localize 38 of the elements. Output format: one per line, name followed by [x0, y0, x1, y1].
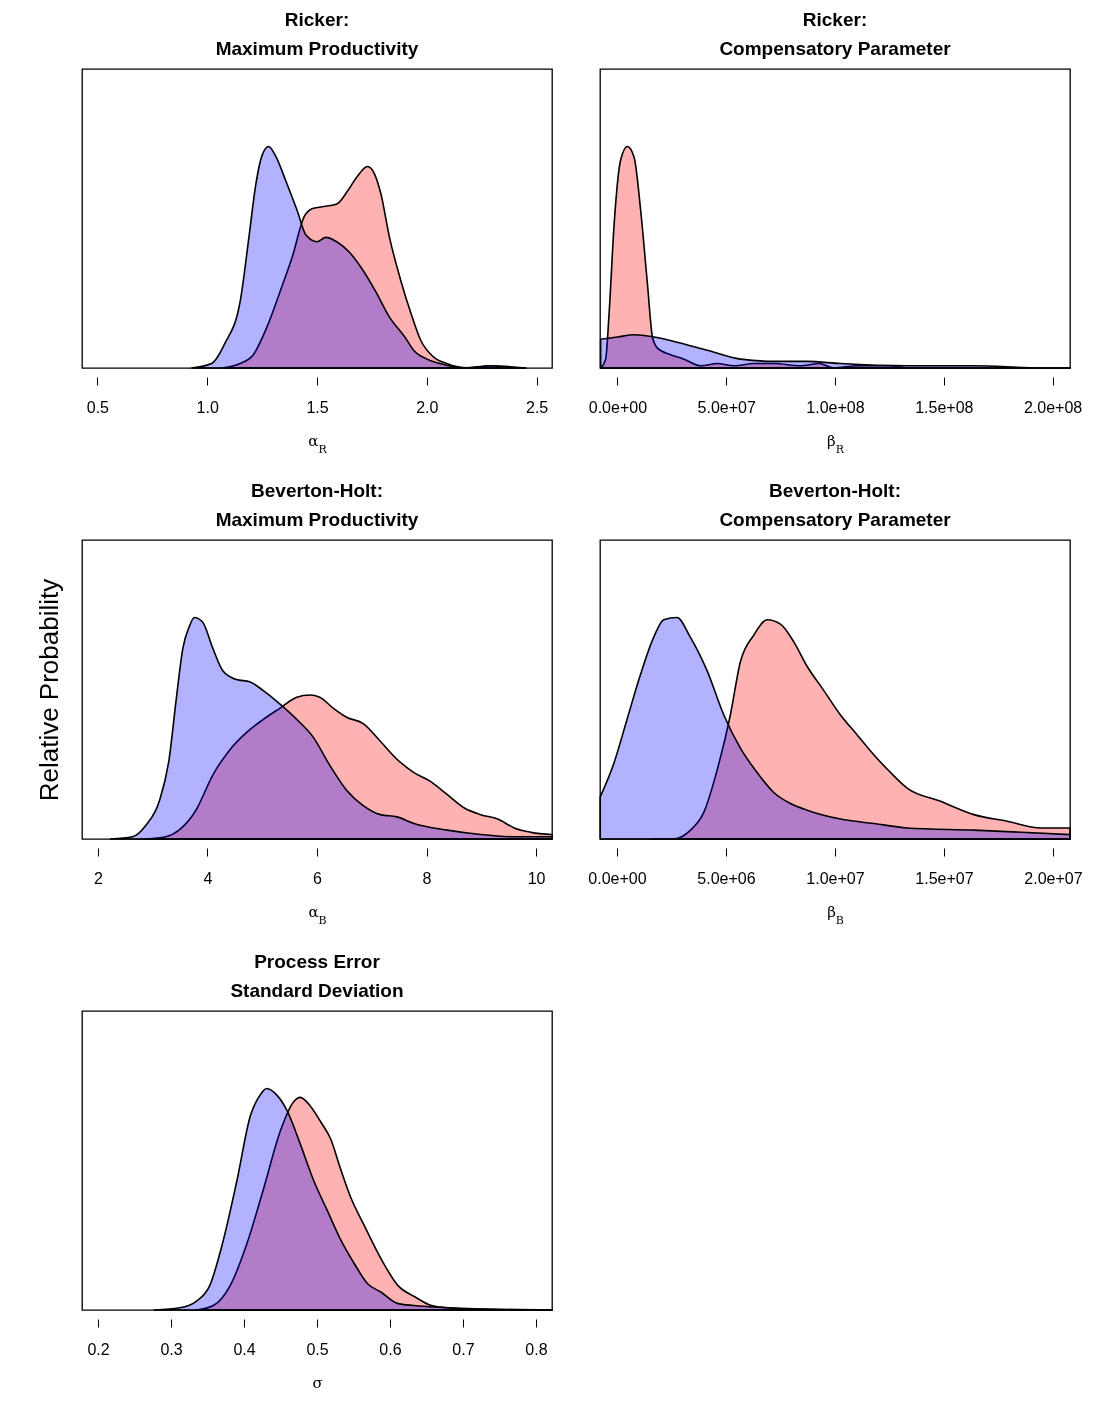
x-tick-label: 1.0e+07: [806, 869, 865, 887]
x-tick-label: 0.0e+00: [588, 869, 647, 887]
x-tick-label: 2.5: [526, 398, 549, 416]
x-tick-label: 1.0: [196, 398, 219, 416]
x-tick-label: 0.5: [86, 398, 110, 416]
x-tick-label: 2: [93, 869, 103, 887]
x-tick-label: 0.5: [306, 1340, 329, 1358]
x-tick-label: 4: [203, 869, 213, 887]
chart-title: Ricker: Maximum Productivity: [215, 9, 419, 59]
chart-title: Process Error Standard Deviation: [230, 951, 404, 1001]
x-tick-label: 0.3: [160, 1340, 183, 1358]
y-axis-title: Relative Probability: [33, 578, 64, 802]
chart-title: Beverton-Holt: Compensatory Parameter: [719, 480, 952, 530]
x-tick-label: 0.4: [233, 1340, 256, 1358]
x-axis-title: σ: [312, 1373, 323, 1392]
x-axis-title: α$_{R}$: [308, 431, 328, 455]
x-tick-label: 2.0: [416, 398, 439, 416]
chart-title: Ricker: Compensatory Parameter: [719, 9, 952, 59]
x-tick-label: 10: [527, 869, 546, 887]
x-tick-label: 8: [422, 869, 432, 887]
x-tick-label: 2.0e+08: [1023, 398, 1083, 416]
x-tick-label: 6: [313, 869, 323, 887]
x-tick-label: 0.8: [525, 1340, 548, 1358]
x-axis-title: β$_{B}$: [827, 902, 844, 926]
x-tick-label: 0.0e+00: [588, 398, 648, 416]
x-tick-label: 1.5: [306, 398, 329, 416]
x-tick-label: 0.2: [87, 1340, 110, 1358]
x-tick-label: 1.5e+08: [915, 398, 974, 416]
x-axis-title: α$_{B}$: [308, 902, 327, 926]
x-tick-label: 0.6: [379, 1340, 402, 1358]
x-tick-label: 1.5e+07: [915, 869, 974, 887]
chart-title: Beverton-Holt: Maximum Productivity: [215, 480, 419, 530]
x-tick-label: 2.0e+07: [1024, 869, 1083, 887]
x-tick-label: 1.0e+08: [806, 398, 865, 416]
x-tick-label: 5.0e+06: [697, 869, 756, 887]
x-axis-title: β$_{R}$: [827, 431, 845, 455]
x-tick-label: 0.7: [452, 1340, 475, 1358]
x-tick-label: 5.0e+07: [697, 398, 756, 416]
